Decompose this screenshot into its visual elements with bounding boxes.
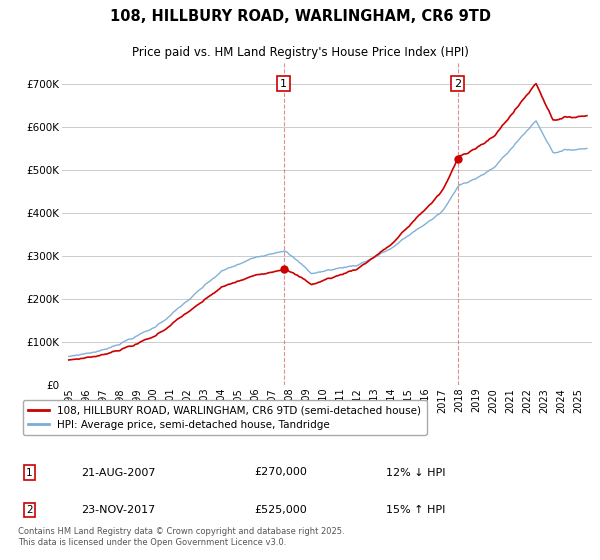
Text: Price paid vs. HM Land Registry's House Price Index (HPI): Price paid vs. HM Land Registry's House … bbox=[131, 46, 469, 59]
Text: 1: 1 bbox=[26, 468, 32, 478]
Text: 2: 2 bbox=[26, 505, 32, 515]
Legend: 108, HILLBURY ROAD, WARLINGHAM, CR6 9TD (semi-detached house), HPI: Average pric: 108, HILLBURY ROAD, WARLINGHAM, CR6 9TD … bbox=[23, 400, 427, 435]
Text: £525,000: £525,000 bbox=[254, 505, 307, 515]
Text: 2: 2 bbox=[454, 78, 461, 88]
Text: 108, HILLBURY ROAD, WARLINGHAM, CR6 9TD: 108, HILLBURY ROAD, WARLINGHAM, CR6 9TD bbox=[110, 10, 491, 24]
Text: Contains HM Land Registry data © Crown copyright and database right 2025.
This d: Contains HM Land Registry data © Crown c… bbox=[18, 528, 344, 547]
Text: 1: 1 bbox=[280, 78, 287, 88]
Text: 23-NOV-2017: 23-NOV-2017 bbox=[81, 505, 155, 515]
Text: 12% ↓ HPI: 12% ↓ HPI bbox=[386, 468, 446, 478]
Text: 15% ↑ HPI: 15% ↑ HPI bbox=[386, 505, 446, 515]
Text: 21-AUG-2007: 21-AUG-2007 bbox=[81, 468, 155, 478]
Text: £270,000: £270,000 bbox=[254, 468, 307, 478]
